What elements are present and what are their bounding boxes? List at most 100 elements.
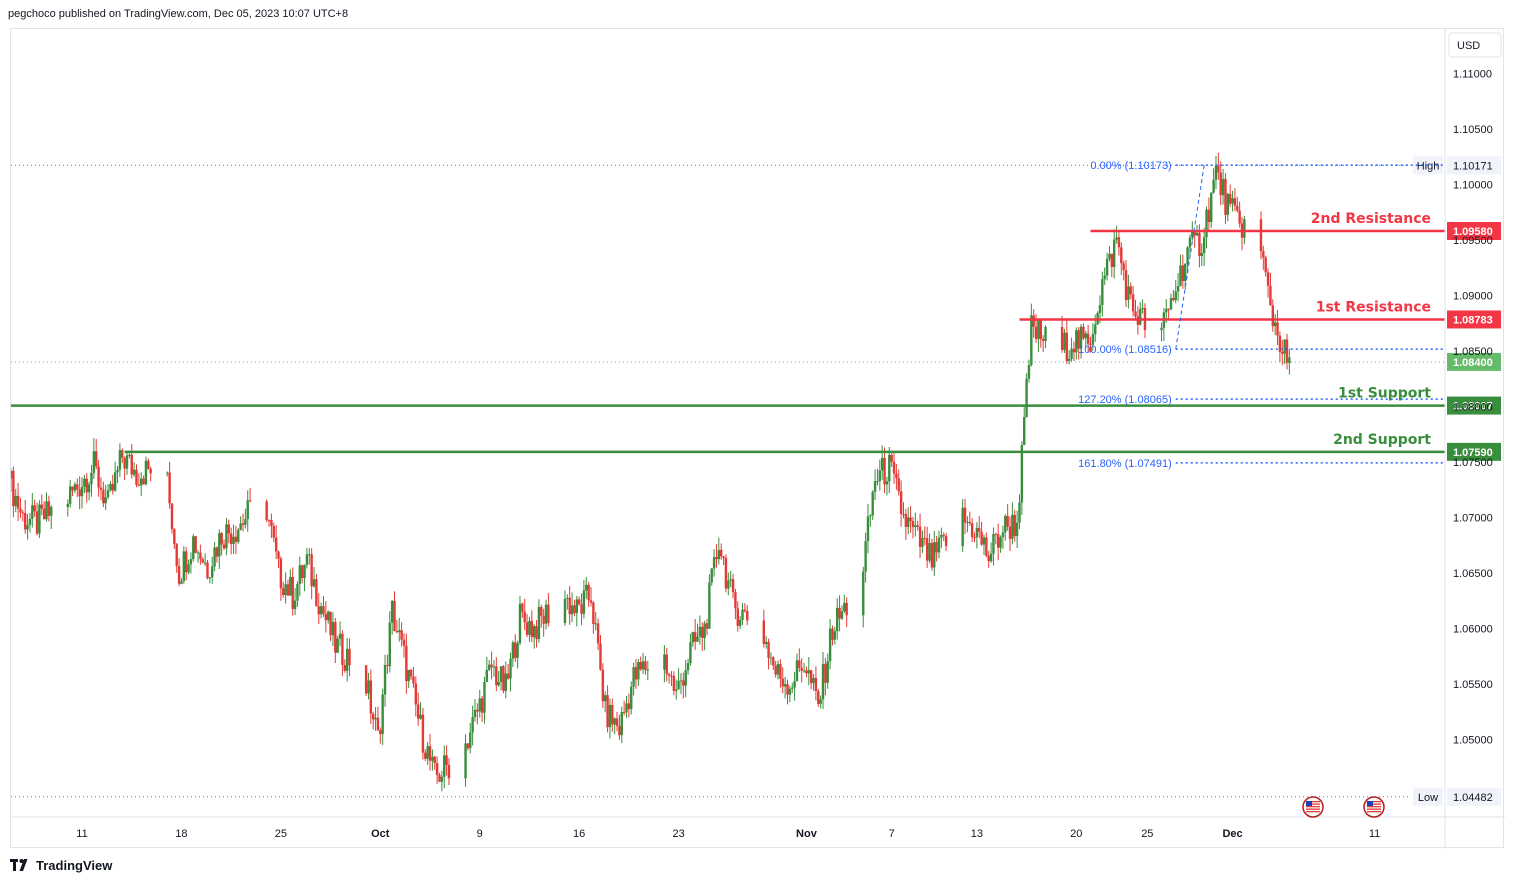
candle-body	[795, 660, 799, 682]
candle	[1004, 514, 1007, 541]
candle-body	[291, 576, 294, 610]
us-flag-event-icon[interactable]	[1302, 796, 1324, 818]
candle-body	[189, 559, 193, 565]
candle-body	[73, 484, 77, 491]
fib-swing-line	[1175, 165, 1205, 350]
candle	[137, 473, 141, 487]
candle-body	[1276, 322, 1279, 336]
candle	[698, 615, 702, 645]
candle	[211, 556, 214, 584]
currency-selector[interactable]: USD	[1448, 32, 1502, 58]
candle-body	[525, 622, 529, 635]
candle	[973, 532, 976, 543]
brand-name: TradingView	[36, 857, 113, 873]
candle-body	[1139, 309, 1142, 325]
candle-body	[604, 695, 607, 702]
candle-body	[80, 486, 84, 497]
candle-body	[1283, 339, 1286, 354]
candle-body	[817, 690, 820, 704]
candle-body	[809, 670, 813, 684]
support-tag-bg	[1447, 396, 1501, 415]
price-chart[interactable]: High 1.10171 Low 1.04482 1.08400 2nd Resistan…	[11, 29, 1505, 849]
candle-body	[963, 507, 967, 523]
candle-body	[47, 501, 51, 516]
candle	[405, 633, 408, 694]
candle	[322, 595, 325, 617]
candle	[509, 652, 512, 692]
candle-body	[116, 469, 119, 473]
candle-body	[980, 531, 983, 545]
candle-body	[904, 514, 908, 527]
candle	[189, 552, 193, 574]
candle	[836, 598, 839, 640]
candle	[1172, 289, 1175, 302]
candle	[504, 661, 507, 699]
candle	[1082, 323, 1085, 341]
candle-body	[627, 703, 631, 710]
tradingview-brand[interactable]: TradingView	[10, 856, 112, 874]
candle	[272, 522, 275, 543]
candle-body	[215, 547, 219, 557]
candle	[537, 599, 541, 643]
flag-canton	[1306, 801, 1312, 806]
candle	[980, 521, 983, 546]
candle-body	[994, 534, 998, 536]
candle	[11, 468, 13, 492]
candle-body	[338, 633, 342, 639]
low-label-bg	[1413, 787, 1443, 806]
candle-body	[1129, 286, 1132, 295]
candle	[279, 556, 283, 601]
candle	[506, 663, 510, 680]
candle	[703, 620, 706, 651]
candle-body	[137, 484, 141, 486]
candle-body	[1023, 417, 1026, 445]
candle	[289, 569, 292, 596]
candle-body	[1018, 502, 1021, 523]
candle	[663, 645, 666, 683]
candle-body	[942, 534, 945, 537]
candle-body	[907, 517, 910, 527]
candle	[916, 520, 919, 531]
candle	[1238, 201, 1241, 228]
candle	[805, 666, 808, 678]
candle	[641, 652, 645, 675]
candle	[596, 618, 600, 651]
candle-body	[940, 534, 943, 538]
candle-body	[393, 600, 396, 632]
candle-body	[35, 511, 39, 534]
candle	[1039, 319, 1042, 348]
candle	[1115, 225, 1118, 244]
candle-body	[296, 584, 299, 601]
us-flag-event-icon[interactable]	[1363, 796, 1385, 818]
candle	[83, 474, 86, 494]
candle-body	[298, 565, 302, 585]
candle-body	[1205, 209, 1208, 238]
candle	[717, 537, 721, 565]
candle-body	[873, 481, 877, 492]
candle-body	[132, 469, 136, 475]
candle	[310, 548, 313, 600]
chart-frame[interactable]: High 1.10171 Low 1.04482 1.08400 2nd Resistan…	[10, 28, 1505, 849]
candle-body	[802, 670, 806, 672]
candle-body	[123, 457, 126, 469]
candle-body	[334, 622, 337, 653]
candle	[438, 772, 441, 783]
candle-body	[483, 681, 486, 713]
candle	[428, 734, 432, 771]
candle-body	[1084, 333, 1087, 339]
candle-body	[1034, 326, 1038, 339]
candle-body	[693, 632, 697, 642]
candle	[1084, 331, 1087, 348]
candle-body	[99, 487, 103, 490]
candles	[11, 152, 1291, 792]
candle	[764, 636, 768, 649]
candle	[838, 595, 841, 632]
candle	[1210, 192, 1213, 228]
candle-body	[774, 665, 777, 675]
candle	[696, 623, 699, 643]
candle-body	[270, 520, 273, 527]
candle	[140, 472, 143, 497]
candle	[1030, 303, 1033, 367]
candle	[372, 711, 375, 730]
candle-body	[478, 698, 481, 712]
